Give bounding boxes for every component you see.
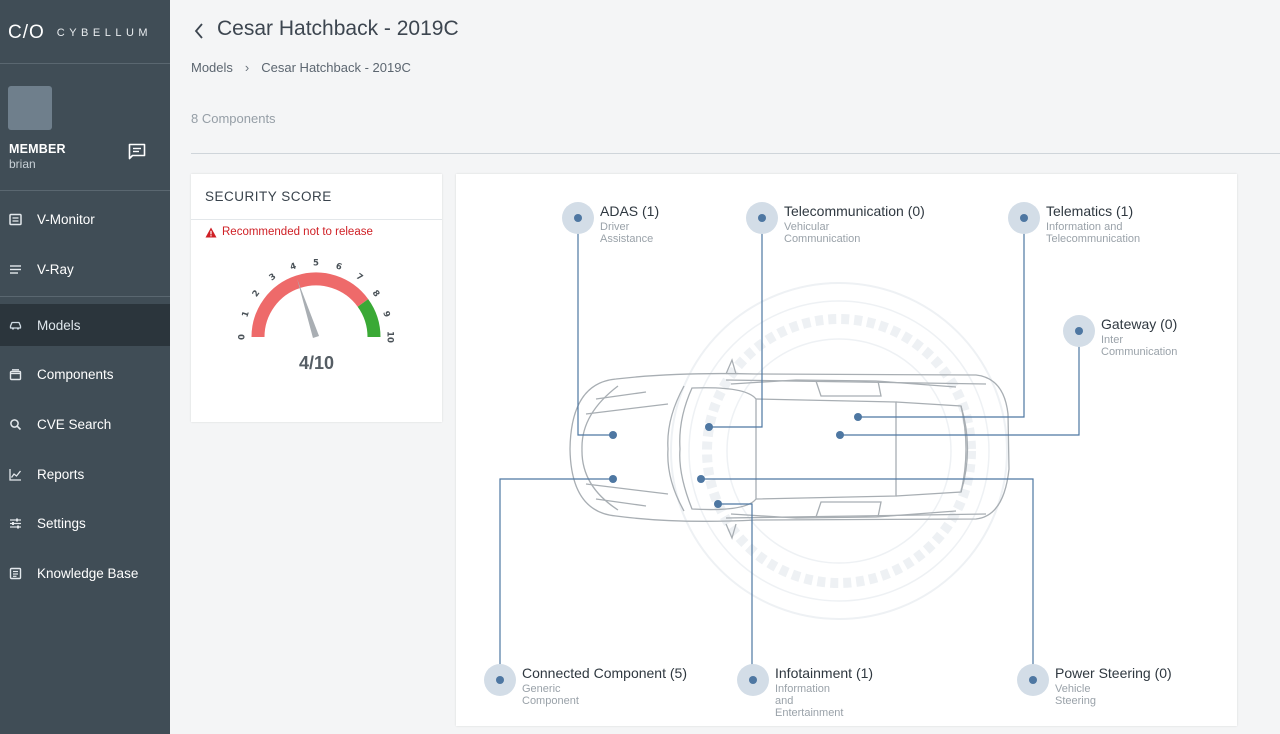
vehicle-diagram-graphics — [499, 218, 1080, 681]
search-icon — [10, 418, 22, 430]
component-description: Inter Communication — [1101, 334, 1178, 358]
component-node — [1008, 202, 1040, 234]
sliders-icon — [10, 518, 21, 528]
component-node — [737, 664, 769, 696]
connector-endpoints — [609, 413, 862, 508]
page-title: Cesar Hatchback - 2019C — [217, 17, 459, 40]
component-description: Information and Telecommunication — [1046, 221, 1141, 245]
component-node — [1063, 315, 1095, 347]
sidebar-item-label: V-Monitor — [37, 211, 95, 227]
gauge-tick-label: 0 — [238, 334, 248, 340]
component-name: Gateway (0) — [1101, 316, 1178, 332]
sidebar-divider — [0, 63, 170, 64]
warning-icon — [205, 227, 217, 237]
component-count: 8 Components — [191, 111, 276, 126]
brand-mark: C/O — [8, 22, 45, 43]
release-warning-text: Recommended not to release — [222, 226, 373, 238]
list-icon — [10, 264, 21, 274]
gauge-tick-label: 9 — [380, 310, 391, 319]
connector-lines — [499, 218, 1080, 681]
sidebar-item-cve-search[interactable]: CVE Search — [0, 403, 170, 445]
gauge-safe-arc — [357, 299, 381, 338]
gauge-tick-label: 8 — [370, 288, 382, 299]
security-score-value: 4/10 — [298, 353, 335, 373]
sidebar-divider — [0, 296, 170, 297]
gauge-tick-label: 7 — [354, 272, 365, 284]
car-icon — [9, 321, 22, 330]
avatar[interactable] — [8, 86, 52, 130]
user-role: MEMBER — [9, 142, 66, 156]
component-node — [562, 202, 594, 234]
decorative-rings — [670, 282, 1008, 620]
gauge-tick-label: 2 — [251, 288, 263, 299]
brand-logo[interactable]: C/O CYBELLUM — [8, 22, 152, 44]
box-icon — [9, 368, 22, 380]
header-divider — [191, 153, 1280, 154]
sidebar-item-label: Components — [37, 366, 114, 382]
gauge-tick-label: 6 — [334, 261, 343, 272]
component-node — [746, 202, 778, 234]
component-description: Vehicle Steering — [1055, 683, 1096, 707]
component-description: Generic Component — [522, 683, 579, 707]
breadcrumb-separator: › — [244, 60, 250, 75]
release-warning: Recommended not to release — [205, 226, 373, 238]
monitor-icon — [9, 213, 22, 225]
sidebar-item-label: Reports — [37, 466, 85, 482]
component-name: Telecommunication (0) — [784, 203, 925, 219]
sidebar-item-v-monitor[interactable]: V-Monitor — [0, 198, 170, 240]
back-arrow-icon[interactable] — [193, 22, 205, 40]
breadcrumb-link-models[interactable]: Models — [191, 60, 233, 75]
chart-icon — [9, 468, 22, 481]
gauge-needle — [297, 278, 320, 338]
component-node — [1017, 664, 1049, 696]
sidebar-item-reports[interactable]: Reports — [0, 453, 170, 495]
component-name: Power Steering (0) — [1055, 665, 1172, 681]
sidebar-item-label: Models — [37, 317, 81, 333]
gauge-tick-label: 1 — [240, 310, 251, 319]
car-outline — [569, 358, 1010, 540]
sidebar-item-label: CVE Search — [37, 416, 112, 432]
brand-name: CYBELLUM — [56, 27, 153, 39]
user-name: brian — [9, 157, 36, 171]
security-gauge: 0 1 234 5 678 9 10 — [238, 259, 395, 343]
component-node — [484, 664, 516, 696]
component-name: Infotainment (1) — [775, 665, 874, 681]
gauge-tick-label: 3 — [267, 272, 278, 284]
sidebar-item-v-ray[interactable]: V-Ray — [0, 248, 170, 290]
security-score-title: SECURITY SCORE — [205, 189, 332, 204]
sidebar-item-label: Knowledge Base — [37, 565, 139, 581]
gauge-tick-label: 4 — [289, 261, 298, 272]
sidebar-divider — [0, 190, 170, 191]
component-name: Connected Component (5) — [522, 665, 687, 681]
security-score-card: SECURITY SCORE Recommended not to releas… — [191, 174, 442, 422]
component-name: Telematics (1) — [1046, 203, 1134, 219]
card-divider — [191, 219, 442, 220]
breadcrumb-current: Cesar Hatchback - 2019C — [261, 60, 411, 75]
component-name: ADAS (1) — [600, 203, 660, 219]
sidebar-item-components[interactable]: Components — [0, 353, 170, 395]
gauge-tick-label: 5 — [313, 259, 319, 269]
book-icon — [9, 567, 22, 579]
sidebar-item-settings[interactable]: Settings — [0, 502, 170, 544]
sidebar-item-label: V-Ray — [37, 261, 74, 277]
vehicle-diagram: ADAS (1) Driver Assistance Telecommunica… — [456, 174, 1237, 726]
breadcrumb: Models › Cesar Hatchback - 2019C — [191, 60, 411, 75]
sidebar: C/O CYBELLUM MEMBER brian V-Monitor V-Ra… — [0, 0, 170, 734]
component-description: Driver Assistance — [600, 221, 654, 245]
component-description: Information and Entertainment — [775, 683, 844, 719]
sidebar-item-models[interactable]: Models — [0, 304, 170, 346]
message-icon[interactable] — [127, 142, 147, 162]
gauge-tick-label: 10 — [385, 331, 395, 343]
sidebar-item-knowledge-base[interactable]: Knowledge Base — [0, 552, 170, 594]
component-description: Vehicular Communication — [784, 221, 861, 245]
sidebar-item-label: Settings — [37, 515, 86, 531]
